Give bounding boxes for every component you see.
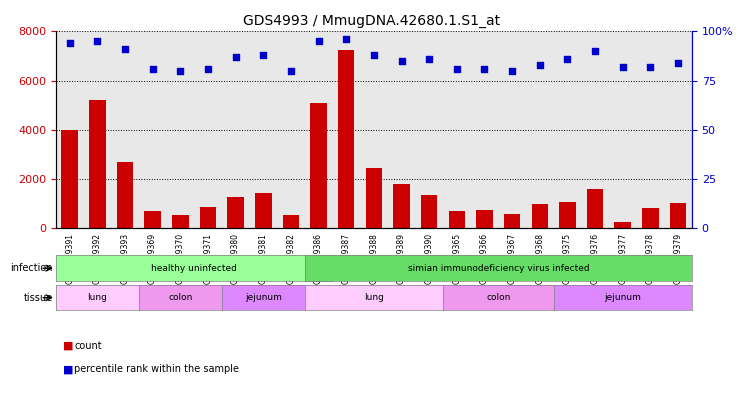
Bar <box>476 210 493 228</box>
Text: lung: lung <box>87 293 107 302</box>
Text: simian immunodeficiency virus infected: simian immunodeficiency virus infected <box>408 264 589 273</box>
Text: jejunum: jejunum <box>245 293 282 302</box>
Point <box>147 66 158 72</box>
Point <box>257 52 269 58</box>
Bar <box>227 197 244 228</box>
Bar <box>531 204 548 228</box>
Text: ■: ■ <box>63 364 74 375</box>
Bar <box>144 211 161 228</box>
Text: count: count <box>74 341 102 351</box>
Point <box>64 40 76 46</box>
Text: ■: ■ <box>63 341 74 351</box>
Bar <box>504 214 521 228</box>
Text: GDS4993 / MmugDNA.42680.1.S1_at: GDS4993 / MmugDNA.42680.1.S1_at <box>243 14 501 28</box>
Point <box>396 58 408 64</box>
Text: infection: infection <box>10 263 53 273</box>
Bar <box>587 189 603 228</box>
Point <box>451 66 463 72</box>
Point <box>119 46 131 52</box>
Point <box>368 52 380 58</box>
Point <box>506 68 518 74</box>
Bar <box>642 208 658 228</box>
Point <box>562 56 574 62</box>
Bar <box>615 222 631 228</box>
Bar <box>172 215 188 228</box>
Point <box>478 66 490 72</box>
Point <box>534 62 546 68</box>
Point <box>423 56 435 62</box>
Text: colon: colon <box>168 293 193 302</box>
Text: colon: colon <box>486 293 510 302</box>
Point <box>672 60 684 66</box>
Bar <box>61 130 78 228</box>
Point <box>340 36 352 42</box>
Point <box>285 68 297 74</box>
Point <box>92 38 103 44</box>
Point <box>202 66 214 72</box>
Text: percentile rank within the sample: percentile rank within the sample <box>74 364 240 375</box>
Text: lung: lung <box>364 293 384 302</box>
Bar <box>449 211 465 228</box>
Bar <box>255 193 272 228</box>
Point <box>230 54 242 60</box>
Bar <box>310 103 327 228</box>
Point <box>312 38 324 44</box>
Bar <box>117 162 133 228</box>
Bar <box>670 203 687 228</box>
Bar <box>421 195 437 228</box>
Point <box>589 48 601 54</box>
Text: healthy uninfected: healthy uninfected <box>151 264 237 273</box>
Bar <box>199 207 217 228</box>
Bar <box>338 50 354 228</box>
Bar <box>394 184 410 228</box>
Point <box>174 68 186 74</box>
Text: jejunum: jejunum <box>604 293 641 302</box>
Bar <box>365 168 382 228</box>
Point <box>644 64 656 70</box>
Bar <box>283 215 299 228</box>
Bar <box>559 202 576 228</box>
Text: tissue: tissue <box>24 293 53 303</box>
Point <box>617 64 629 70</box>
Bar <box>89 100 106 228</box>
